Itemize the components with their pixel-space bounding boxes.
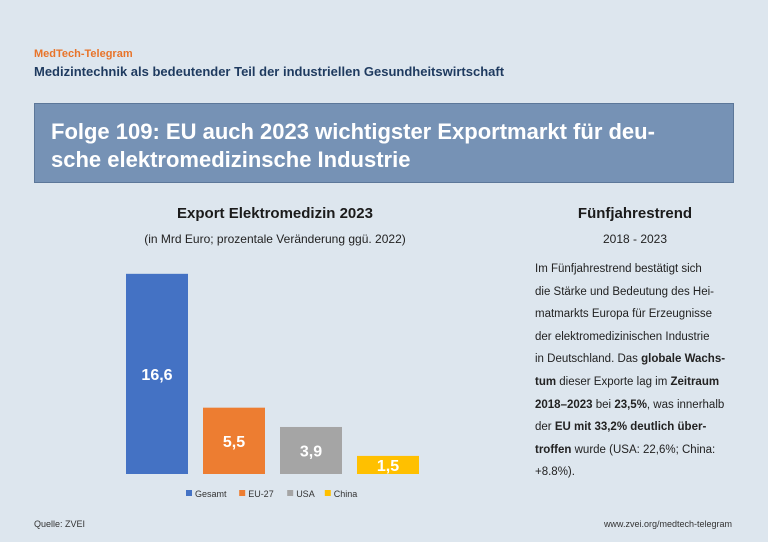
bar-gesamt: [126, 273, 188, 474]
title-line-1: Folge 109: EU auch 2023 wichtigster Expo…: [51, 119, 655, 144]
bar-value-label: 1,5: [377, 458, 399, 475]
trend-text-segment: troffen: [535, 443, 572, 456]
trend-text-segment: 2018–2023: [535, 398, 593, 411]
chart-subtitle: (in Mrd Euro; prozentale Veränderung ggü…: [144, 232, 406, 246]
bar-value-label: 5,5: [223, 434, 245, 451]
source-label: Quelle: ZVEI: [34, 519, 86, 529]
trend-line: Im Fünfjahrestrend bestätigt sich: [535, 258, 745, 281]
legend-label: USA: [296, 489, 315, 499]
bar-usa: [280, 426, 342, 474]
legend-swatch: [186, 490, 192, 496]
trend-text-segment: der: [535, 421, 555, 434]
brand-label: MedTech-Telegram: [34, 48, 133, 60]
title-banner: Folge 109: EU auch 2023 wichtigster Expo…: [34, 103, 734, 183]
trend-text-segment: die Stärke und Bedeutung des Hei-: [535, 285, 715, 298]
trend-title: Fünfjahrestrend: [577, 205, 693, 222]
trend-text-segment: 23,5%: [614, 398, 647, 411]
title-line-2: sche elektromedizinsche Industrie: [51, 147, 411, 172]
bar-value-label: 16,6: [141, 367, 172, 384]
trend-text-segment: bei: [592, 398, 615, 411]
trend-line: 2018–2023 bei 23,5%, was innerhalb: [535, 394, 745, 417]
trend-line: +8.8%).: [535, 461, 745, 484]
legend-label: Gesamt: [195, 489, 227, 499]
bar-eu-27: [203, 407, 265, 474]
legend-swatch: [287, 490, 294, 496]
trend-text-segment: , was innerhalb: [646, 398, 725, 411]
trend-line: in Deutschland. Das globale Wachs-: [535, 348, 745, 371]
trend-line: die Stärke und Bedeutung des Hei-: [535, 281, 745, 304]
source-url: www.zvei.org/medtech-telegram: [603, 519, 732, 529]
bar-chart: 16,6 5,5 3,9 1,5 Gesamt EU-27 USA China: [126, 273, 419, 499]
trend-line: troffen wurde (USA: 22,6%; China:: [535, 439, 745, 462]
trend-line: matmarkts Europa für Erzeugnisse: [535, 303, 745, 326]
trend-text-segment: globale Wachs-: [641, 353, 726, 366]
trend-text-segment: der elektromedizinischen Industrie: [535, 330, 710, 343]
trend-period: 2018 - 2023: [602, 232, 668, 246]
legend-swatch: [239, 490, 246, 496]
page-subtitle: Medizintechnik als bedeutender Teil der …: [34, 64, 505, 79]
legend-label: China: [334, 489, 358, 499]
bar-china: [357, 455, 419, 474]
trend-text-segment: dieser Exporte lag im: [556, 375, 671, 388]
trend-text-segment: Zeitraum: [670, 375, 720, 388]
trend-line: tum dieser Exporte lag im Zeitraum: [535, 371, 745, 394]
trend-text: Im Fünfjahrestrend bestätigt sich die Stä…: [535, 258, 745, 484]
trend-text-segment: tum: [535, 375, 557, 388]
legend-label: EU-27: [248, 489, 274, 499]
trend-line: der elektromedizinischen Industrie: [535, 326, 745, 349]
trend-text-segment: in Deutschland. Das: [535, 353, 642, 366]
legend-swatch: [324, 490, 331, 496]
chart-title: Export Elektromedizin 2023: [177, 205, 373, 222]
trend-text-segment: Im Fünfjahrestrend bestätigt sich: [535, 263, 702, 275]
trend-text-segment: +8.8%).: [535, 466, 575, 479]
trend-text-segment: wurde (USA: 22,6%; China:: [571, 443, 716, 456]
trend-text-segment: matmarkts Europa für Erzeugnisse: [535, 308, 713, 321]
trend-line: der EU mit 33,2% deutlich über-: [535, 416, 745, 439]
trend-text-segment: EU mit 33,2% deutlich über-: [554, 421, 707, 434]
bar-value-label: 3,9: [300, 443, 322, 460]
